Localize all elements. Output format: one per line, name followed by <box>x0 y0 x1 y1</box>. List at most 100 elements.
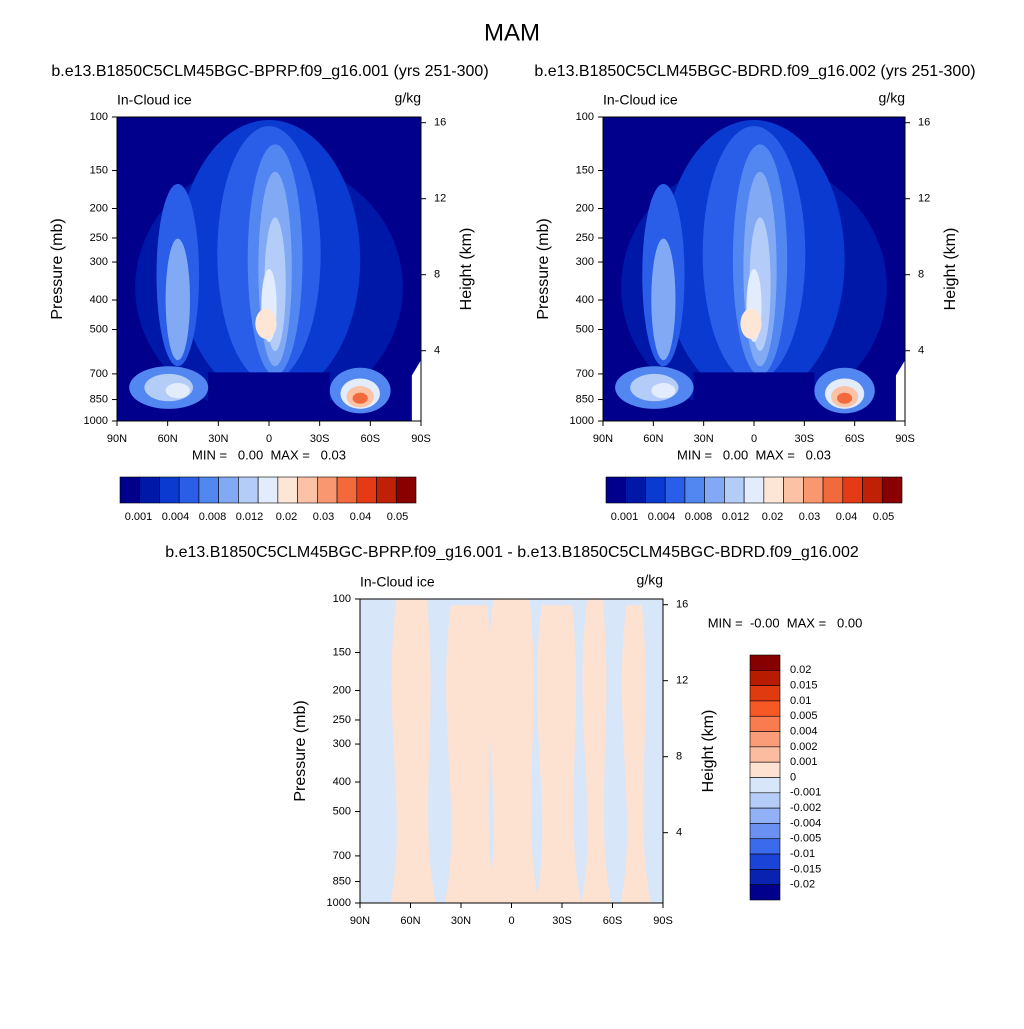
y-tick-label: 300 <box>576 256 594 268</box>
y2-tick-label: 8 <box>918 269 924 281</box>
colorbar-box <box>749 685 781 702</box>
y-tick-label: 250 <box>90 232 108 244</box>
colorbar-box <box>645 476 666 504</box>
colorbar-label: 0.03 <box>313 511 334 523</box>
colorbar-label: -0.001 <box>790 787 821 799</box>
y-tick-label: 250 <box>333 714 351 726</box>
colorbar-box <box>749 838 781 855</box>
colorbar-box <box>749 777 781 794</box>
x-tick-label: 90N <box>107 433 127 445</box>
colorbar-label: 0.001 <box>611 511 639 523</box>
y2-tick-label: 16 <box>676 599 688 611</box>
chart: b.e13.B1850C5CLM45BGC-BPRP.f09_g16.001 -… <box>165 544 862 927</box>
colorbar-box <box>881 476 903 504</box>
y-tick-label: 700 <box>333 850 351 862</box>
colorbar-box <box>749 700 781 717</box>
chart-title: b.e13.B1850C5CLM45BGC-BPRP.f09_g16.001 (… <box>51 63 488 80</box>
colorbar-box <box>704 476 725 504</box>
contour-fill <box>740 308 762 339</box>
colorbar-label: 0.02 <box>276 511 297 523</box>
colorbar-box <box>822 476 844 504</box>
contour-fill <box>693 372 815 421</box>
y-tick-label: 700 <box>90 368 108 380</box>
left-label: In-Cloud ice <box>117 92 192 108</box>
contour-fill <box>487 599 539 903</box>
colorbar-box <box>724 476 745 504</box>
colorbar-box <box>277 476 298 504</box>
colorbar-box <box>749 884 781 901</box>
colorbar-box <box>862 476 883 504</box>
right-label: g/kg <box>395 90 421 106</box>
contour-fill <box>165 238 190 361</box>
x-tick-label: 30S <box>552 915 572 927</box>
chart: b.e13.B1850C5CLM45BGC-BPRP.f09_g16.001 (… <box>49 63 488 523</box>
right-label: g/kg <box>637 572 663 588</box>
colorbar-label: 0.012 <box>722 511 750 523</box>
y-tick-label: 100 <box>90 111 108 123</box>
y2-axis-label: Height (km) <box>700 710 717 793</box>
y-tick-label: 500 <box>90 323 108 335</box>
colorbar-box <box>749 823 781 840</box>
colorbar-label: 0.005 <box>790 710 818 722</box>
y-tick-label: 400 <box>90 294 108 306</box>
stats: MIN = 0.00 MAX = 0.03 <box>677 447 831 462</box>
y2-tick-label: 4 <box>676 827 682 839</box>
x-tick-label: 0 <box>751 433 757 445</box>
left-label: In-Cloud ice <box>603 92 678 108</box>
x-tick-label: 90N <box>593 433 613 445</box>
right-label: g/kg <box>879 90 905 106</box>
y-tick-label: 500 <box>333 805 351 817</box>
topography <box>895 360 905 421</box>
colorbar-label: -0.01 <box>790 848 815 860</box>
y-tick-label: 200 <box>576 202 594 214</box>
contour-fill <box>165 383 190 399</box>
x-tick-label: 30S <box>795 433 815 445</box>
colorbar-label: 0.004 <box>648 511 676 523</box>
colorbar-label: -0.02 <box>790 879 815 891</box>
colorbar-box <box>749 807 781 824</box>
colorbar-box <box>297 476 318 504</box>
colorbar-box <box>749 853 781 870</box>
colorbar-label: -0.015 <box>790 863 821 875</box>
y-axis-label: Pressure (mb) <box>292 700 309 801</box>
y2-tick-label: 8 <box>434 269 440 281</box>
contour-fill <box>620 605 651 903</box>
y-tick-label: 1000 <box>327 897 351 909</box>
contour-fill <box>208 372 330 421</box>
y-tick-label: 100 <box>333 593 351 605</box>
y-tick-label: 150 <box>90 164 108 176</box>
y2-tick-label: 12 <box>918 193 930 205</box>
y-tick-label: 850 <box>333 875 351 887</box>
colorbar-box <box>749 792 781 809</box>
contour-fill <box>651 238 676 361</box>
y2-tick-label: 8 <box>676 751 682 763</box>
colorbar-box <box>238 476 259 504</box>
colorbar-label: -0.004 <box>790 817 821 829</box>
y-tick-label: 1000 <box>570 415 594 427</box>
contour-fill <box>390 599 436 903</box>
chart-title: b.e13.B1850C5CLM45BGC-BDRD.f09_g16.002 (… <box>534 63 975 80</box>
colorbar-box <box>743 476 765 504</box>
y2-tick-label: 12 <box>676 675 688 687</box>
colorbar-box <box>803 476 824 504</box>
x-tick-label: 90N <box>350 915 370 927</box>
y-tick-label: 850 <box>90 393 108 405</box>
x-tick-label: 60N <box>643 433 663 445</box>
y2-tick-label: 12 <box>434 193 446 205</box>
y-tick-label: 150 <box>576 164 594 176</box>
y-tick-label: 300 <box>333 738 351 750</box>
colorbar-box <box>178 476 200 504</box>
colorbar-label: 0.004 <box>162 511 190 523</box>
field <box>360 599 663 903</box>
field <box>603 117 905 421</box>
stats: MIN = -0.00 MAX = 0.00 <box>708 615 863 630</box>
y2-axis-label: Height (km) <box>942 228 959 311</box>
colorbar-label: 0.002 <box>790 741 818 753</box>
colorbar-label: 0.04 <box>836 511 857 523</box>
x-tick-label: 60S <box>603 915 623 927</box>
y2-tick-label: 4 <box>434 345 440 357</box>
colorbar-label: 0 <box>790 771 796 783</box>
colorbar-box <box>119 476 141 504</box>
colorbar-box <box>763 476 784 504</box>
